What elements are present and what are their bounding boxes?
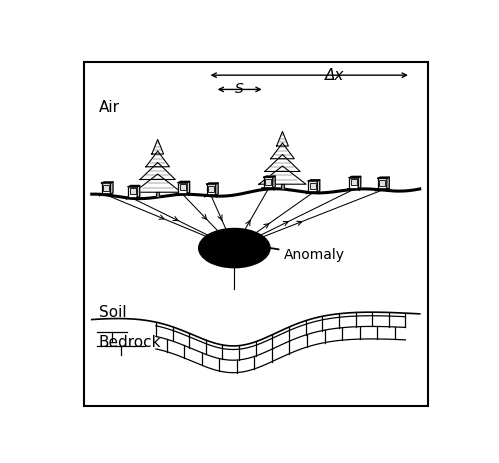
Bar — [208, 186, 214, 192]
Polygon shape — [317, 180, 320, 192]
Bar — [130, 188, 136, 194]
Bar — [378, 178, 387, 189]
Polygon shape — [273, 176, 275, 188]
Polygon shape — [281, 184, 284, 189]
Polygon shape — [152, 139, 164, 154]
Polygon shape — [137, 186, 140, 198]
Polygon shape — [128, 186, 140, 187]
Polygon shape — [134, 174, 181, 192]
Bar — [101, 183, 110, 194]
Bar — [265, 179, 271, 185]
Polygon shape — [276, 131, 288, 146]
Text: Soil: Soil — [99, 305, 127, 320]
Bar — [103, 185, 109, 191]
Polygon shape — [259, 166, 306, 184]
Bar — [308, 181, 317, 192]
Polygon shape — [140, 163, 175, 180]
Bar — [379, 180, 385, 186]
Bar — [351, 179, 357, 185]
Polygon shape — [156, 192, 159, 197]
Bar — [178, 182, 187, 194]
Bar — [207, 184, 216, 195]
Polygon shape — [207, 183, 218, 184]
Polygon shape — [349, 176, 361, 178]
Polygon shape — [378, 177, 389, 178]
Bar — [349, 178, 358, 188]
Polygon shape — [187, 181, 190, 194]
Polygon shape — [264, 176, 275, 177]
Polygon shape — [146, 151, 170, 167]
Polygon shape — [178, 181, 190, 182]
Bar — [128, 187, 137, 198]
Bar — [264, 177, 273, 188]
Text: Air: Air — [99, 100, 120, 115]
Polygon shape — [387, 177, 389, 189]
Polygon shape — [265, 155, 300, 171]
Text: Δx: Δx — [324, 68, 344, 83]
Polygon shape — [358, 176, 361, 188]
Bar — [180, 184, 186, 190]
Polygon shape — [110, 182, 113, 194]
Polygon shape — [101, 182, 113, 183]
Bar — [310, 183, 316, 189]
Text: Bedrock: Bedrock — [99, 335, 161, 350]
Polygon shape — [271, 143, 294, 159]
Polygon shape — [216, 183, 218, 195]
Text: Anomaly: Anomaly — [253, 244, 345, 262]
Text: S: S — [236, 82, 244, 96]
Polygon shape — [308, 180, 320, 181]
Ellipse shape — [199, 228, 270, 268]
